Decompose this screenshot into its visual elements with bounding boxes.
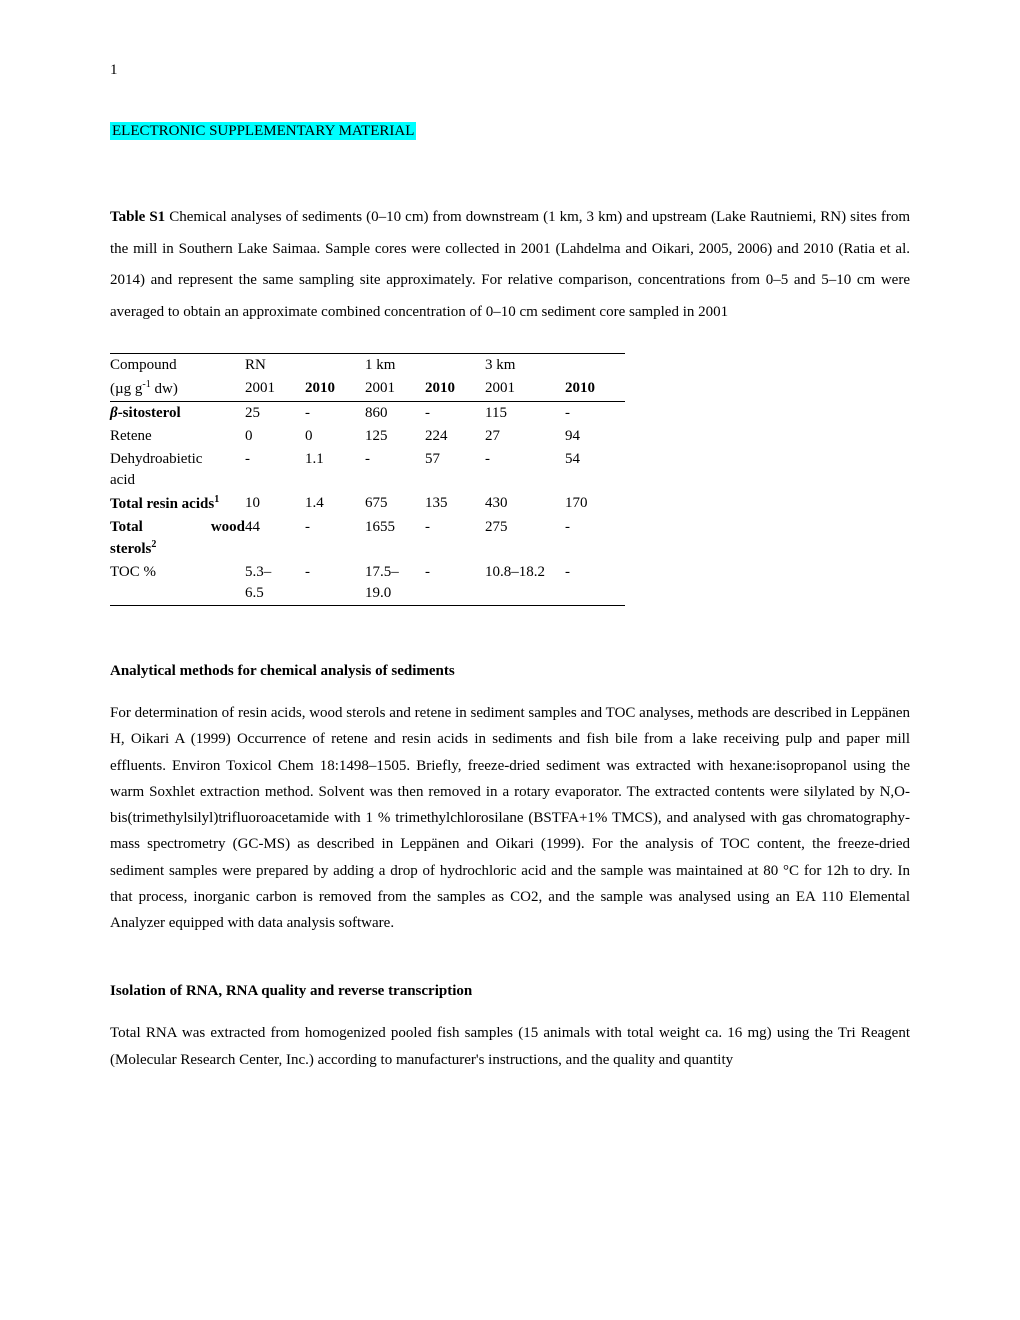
table-row: Dehydroabieticacid - 1.1 - 57 - 54 (110, 448, 625, 492)
table-cell: - (305, 402, 365, 426)
document-title: ELECTRONIC SUPPLEMENTARY MATERIAL (110, 121, 910, 142)
compound-name: Total woodsterols2 (110, 516, 245, 561)
table-cell: 5.3–6.5 (245, 561, 305, 606)
col-2001: 2001 (365, 377, 425, 402)
table-cell: 10.8–18.2 (485, 561, 565, 606)
col-empty (565, 354, 625, 378)
table-cell: 135 (425, 492, 485, 516)
table-cell: - (425, 561, 485, 606)
table-cell: 57 (425, 448, 485, 492)
table-row: Total woodsterols2 44 - 1655 - 275 - (110, 516, 625, 561)
table-header-row-1: Compound RN 1 km 3 km (110, 354, 625, 378)
table-caption: Table S1 Chemical analyses of sediments … (110, 202, 910, 328)
table-cell: 25 (245, 402, 305, 426)
section-heading-1: Analytical methods for chemical analysis… (110, 661, 910, 682)
table-cell: - (305, 516, 365, 561)
table-row: TOC % 5.3–6.5 - 17.5–19.0 - 10.8–18.2 - (110, 561, 625, 606)
compound-name: Dehydroabieticacid (110, 448, 245, 492)
table-cell: 430 (485, 492, 565, 516)
table-cell: 125 (365, 425, 425, 448)
compound-name: Total resin acids1 (110, 492, 245, 516)
table-cell: - (485, 448, 565, 492)
table-cell: 0 (245, 425, 305, 448)
col-3km-header: 3 km (485, 354, 565, 378)
table-cell: 54 (565, 448, 625, 492)
col-2010: 2010 (565, 377, 625, 402)
table-cell: 10 (245, 492, 305, 516)
data-table: Compound RN 1 km 3 km (µg g-1 dw) 2001 2… (110, 353, 625, 606)
table-cell: 115 (485, 402, 565, 426)
col-2010: 2010 (305, 377, 365, 402)
section-body-1: For determination of resin acids, wood s… (110, 700, 910, 936)
table-cell: - (365, 448, 425, 492)
table-cell: 94 (565, 425, 625, 448)
table-cell: - (425, 402, 485, 426)
col-unit: (µg g-1 dw) (110, 377, 245, 402)
table-cell: 1655 (365, 516, 425, 561)
table-row: β-sitosterol 25 - 860 - 115 - (110, 402, 625, 426)
col-empty (305, 354, 365, 378)
section-body-2: Total RNA was extracted from homogenized… (110, 1020, 910, 1073)
table-cell: 1.1 (305, 448, 365, 492)
col-rn-header: RN (245, 354, 305, 378)
title-text: ELECTRONIC SUPPLEMENTARY MATERIAL (110, 122, 416, 140)
table-caption-label: Table S1 (110, 209, 165, 225)
compound-name: Retene (110, 425, 245, 448)
table-cell: 675 (365, 492, 425, 516)
table-cell: 170 (565, 492, 625, 516)
table-cell: 275 (485, 516, 565, 561)
table-cell: - (245, 448, 305, 492)
table-header-row-2: (µg g-1 dw) 2001 2010 2001 2010 2001 201… (110, 377, 625, 402)
page-number: 1 (110, 60, 910, 81)
section-heading-2: Isolation of RNA, RNA quality and revers… (110, 981, 910, 1002)
col-1km-header: 1 km (365, 354, 425, 378)
table-cell: 0 (305, 425, 365, 448)
table-cell: 27 (485, 425, 565, 448)
col-2010: 2010 (425, 377, 485, 402)
table-cell: - (565, 516, 625, 561)
table-row: Total resin acids1 10 1.4 675 135 430 17… (110, 492, 625, 516)
table-cell: - (565, 561, 625, 606)
col-2001: 2001 (245, 377, 305, 402)
table-cell: - (305, 561, 365, 606)
compound-name: TOC % (110, 561, 245, 606)
table-cell: 224 (425, 425, 485, 448)
table-cell: - (425, 516, 485, 561)
compound-name: β-sitosterol (110, 402, 245, 426)
col-2001: 2001 (485, 377, 565, 402)
table-cell: - (565, 402, 625, 426)
table-cell: 860 (365, 402, 425, 426)
table-cell: 17.5–19.0 (365, 561, 425, 606)
col-empty (425, 354, 485, 378)
table-cell: 1.4 (305, 492, 365, 516)
table-caption-text: Chemical analyses of sediments (0–10 cm)… (110, 209, 910, 320)
col-compound-header: Compound (110, 354, 245, 378)
table-row: Retene 0 0 125 224 27 94 (110, 425, 625, 448)
table-cell: 44 (245, 516, 305, 561)
